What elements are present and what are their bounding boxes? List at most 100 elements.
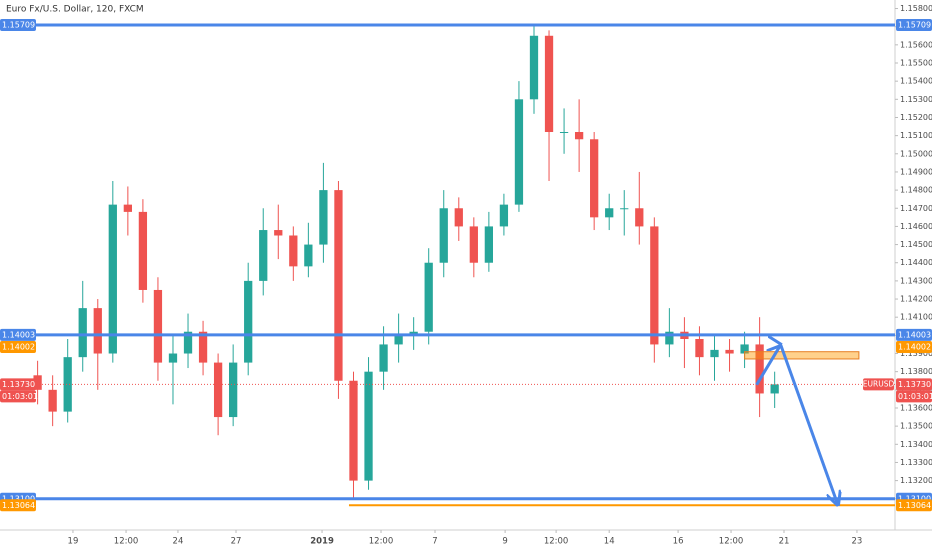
y-tick-label: 1.15400 bbox=[900, 77, 932, 86]
candle-body bbox=[274, 230, 283, 236]
support-tag-label: 1.13064 bbox=[2, 501, 35, 510]
candle-body bbox=[33, 375, 42, 390]
candle-body bbox=[379, 344, 388, 372]
candle-body bbox=[153, 289, 163, 363]
y-tick-label: 1.14900 bbox=[900, 167, 932, 176]
candle-body bbox=[725, 349, 734, 354]
y-tick-label: 1.13900 bbox=[900, 349, 932, 358]
zone-tag-label: 1.14002 bbox=[898, 342, 931, 351]
candle-body bbox=[168, 353, 178, 363]
x-tick-label: 24 bbox=[173, 537, 184, 547]
y-tick-label: 1.14200 bbox=[900, 295, 932, 304]
level-tag bbox=[896, 328, 932, 341]
level-tag-label: 1.14003 bbox=[898, 330, 931, 339]
candle-body bbox=[439, 208, 448, 263]
y-tick-label: 1.13200 bbox=[900, 476, 932, 485]
countdown-tag bbox=[896, 390, 932, 403]
x-tick-label: 14 bbox=[604, 537, 615, 547]
y-tick-label: 1.13500 bbox=[900, 422, 932, 431]
candle-body bbox=[364, 371, 373, 481]
candle-body bbox=[183, 331, 193, 354]
candle-body bbox=[665, 331, 674, 345]
y-tick-label: 1.13800 bbox=[900, 367, 932, 376]
candle-body bbox=[635, 208, 644, 227]
candle-body bbox=[620, 208, 629, 210]
candle-body bbox=[213, 362, 223, 418]
x-tick-label: 2019 bbox=[310, 537, 334, 547]
level-tag-label: 1.13100 bbox=[898, 494, 931, 503]
y-tick-label: 1.15200 bbox=[900, 113, 932, 122]
y-tick-label: 1.15100 bbox=[900, 131, 932, 140]
y-tick-label: 1.14700 bbox=[900, 204, 932, 213]
x-tick-label: 12:00 bbox=[369, 537, 394, 547]
candle-body bbox=[424, 262, 433, 332]
candle-body bbox=[529, 35, 539, 100]
level-tag bbox=[0, 328, 36, 341]
y-tick-label: 1.14800 bbox=[900, 186, 932, 195]
level-tag bbox=[0, 19, 36, 32]
candle-body bbox=[770, 384, 779, 394]
y-tick-label: 1.13400 bbox=[900, 440, 932, 449]
level-tag bbox=[896, 19, 932, 32]
support-tag bbox=[0, 499, 36, 512]
candle-body bbox=[334, 190, 343, 381]
candle-body bbox=[78, 308, 87, 358]
y-tick-label: 1.15000 bbox=[900, 149, 932, 158]
countdown-tag-label: 01:03:01 bbox=[898, 392, 932, 401]
candle-body bbox=[63, 357, 72, 412]
candle-body bbox=[259, 230, 268, 281]
x-tick-label: 7 bbox=[432, 537, 437, 547]
candle-body bbox=[574, 132, 584, 140]
candle-body bbox=[605, 208, 614, 218]
candle-body bbox=[123, 204, 132, 212]
level-tag-label: 1.15709 bbox=[898, 21, 931, 30]
x-tick-label: 21 bbox=[779, 537, 790, 547]
candle-body bbox=[319, 190, 328, 245]
level-tag-label: 1.15709 bbox=[2, 21, 35, 30]
countdown-tag-label: 01:03:01 bbox=[2, 392, 38, 401]
candle-body bbox=[229, 362, 238, 418]
x-tick-label: 12:00 bbox=[544, 537, 569, 547]
candle-body bbox=[544, 35, 554, 133]
current-price-tag-label: 1.13730 bbox=[2, 380, 35, 389]
chart-title: Euro Fx/U.S. Dollar, 120, FXCM bbox=[6, 5, 144, 15]
y-tick-label: 1.14300 bbox=[900, 276, 932, 285]
x-tick-label: 16 bbox=[673, 537, 684, 547]
y-tick-label: 1.13600 bbox=[900, 403, 932, 412]
candle-body bbox=[710, 349, 719, 358]
x-tick-label: 19 bbox=[68, 537, 79, 547]
candle-body bbox=[650, 226, 659, 345]
candle-body bbox=[469, 226, 478, 263]
candle-body bbox=[244, 280, 253, 363]
zone-tag bbox=[0, 340, 36, 353]
candle-body bbox=[695, 338, 704, 358]
candle-body bbox=[590, 139, 599, 218]
x-tick-label: 27 bbox=[231, 537, 242, 547]
zone-tag-label: 1.14002 bbox=[2, 342, 35, 351]
y-tick-label: 1.13300 bbox=[900, 458, 932, 467]
projection-arrow bbox=[755, 345, 838, 505]
candle-body bbox=[559, 132, 569, 134]
candle-body bbox=[108, 204, 117, 354]
y-tick-label: 1.14600 bbox=[900, 222, 932, 231]
symbol-tag-label: EURUSD bbox=[863, 379, 895, 388]
zone-tag bbox=[896, 340, 932, 353]
y-tick-label: 1.15300 bbox=[900, 95, 932, 104]
candle-body bbox=[349, 380, 358, 481]
support-tag bbox=[896, 499, 932, 512]
y-tick-label: 1.15500 bbox=[900, 59, 932, 68]
y-tick-label: 1.15800 bbox=[900, 4, 932, 13]
y-tick-label: 1.14400 bbox=[900, 258, 932, 267]
candle-body bbox=[198, 331, 208, 363]
current-price-tag-label: 1.13730 bbox=[898, 380, 931, 389]
candle-body bbox=[138, 211, 148, 290]
candle-body bbox=[394, 335, 403, 345]
zone bbox=[744, 351, 860, 360]
candle-body bbox=[499, 204, 509, 227]
candle-body bbox=[48, 389, 57, 412]
y-tick-label: 1.15600 bbox=[900, 40, 932, 49]
current-price-tag bbox=[896, 378, 932, 391]
current-price-tag bbox=[0, 378, 36, 391]
